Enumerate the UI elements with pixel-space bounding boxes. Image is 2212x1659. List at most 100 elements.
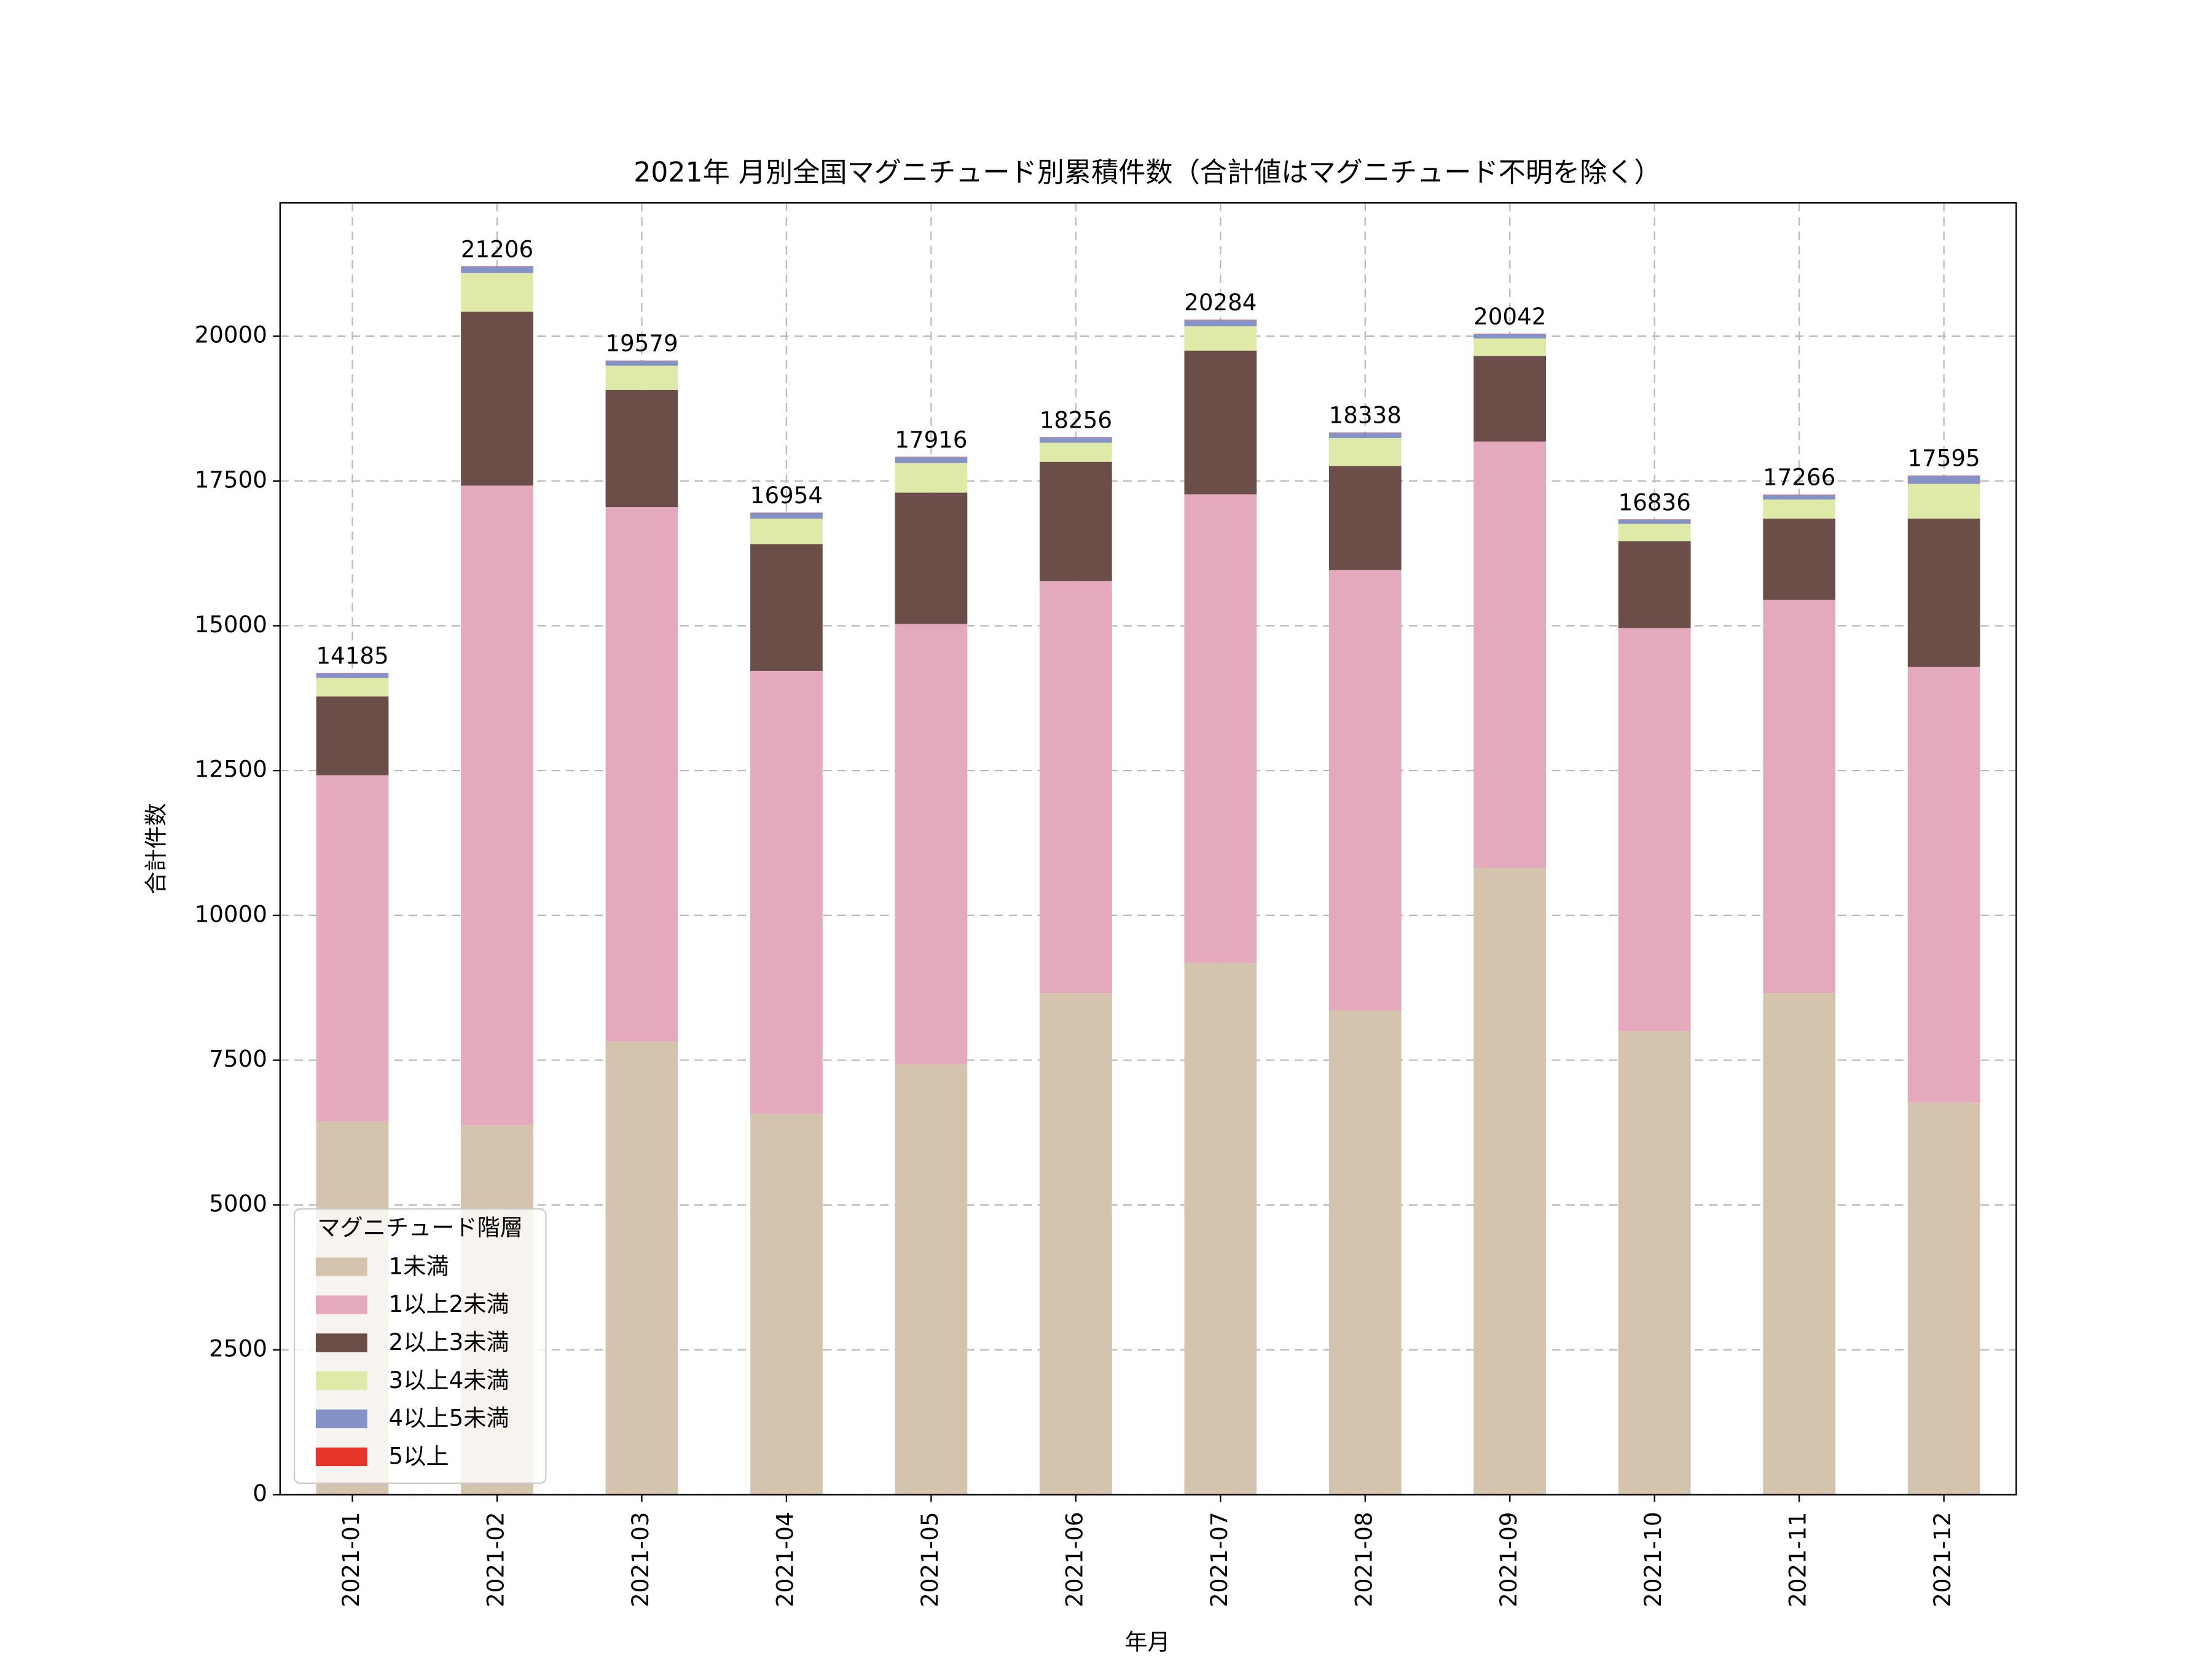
legend-label: 1未満 [389, 1252, 449, 1279]
chart-title: 2021年 月別全国マグニチュード別累積件数（合計値はマグニチュード不明を除く） [633, 157, 1661, 189]
bar-segment [605, 361, 678, 366]
y-tick-label: 17500 [195, 466, 267, 493]
bar-segment [1763, 495, 1836, 500]
y-tick-label: 5000 [209, 1190, 267, 1217]
total-label: 20284 [1184, 289, 1257, 316]
bar-segment [895, 1064, 968, 1495]
bar-segment [750, 670, 823, 1115]
bar-segment [1328, 466, 1402, 570]
x-tick-label: 2021-02 [482, 1512, 509, 1607]
legend-swatch [315, 1447, 367, 1467]
legend-label: 1以上2未満 [389, 1290, 509, 1317]
bar-segment [895, 457, 968, 458]
total-label: 17595 [1908, 445, 1980, 472]
x-tick-label: 2021-04 [771, 1512, 798, 1607]
x-tick-label: 2021-06 [1061, 1512, 1088, 1607]
bar-segment [1473, 441, 1547, 868]
legend-swatch [315, 1295, 367, 1314]
bar-segment [1618, 1031, 1691, 1495]
bar-segment [1473, 338, 1547, 356]
bar-segment [895, 624, 968, 1065]
legend-swatch [315, 1257, 367, 1276]
bar-segment [461, 312, 533, 486]
bar-segment [1907, 667, 1980, 1103]
bar-segment [1907, 1102, 1980, 1495]
bar-segment [1184, 326, 1257, 351]
bar-segment [750, 519, 823, 544]
total-label: 17916 [895, 426, 967, 453]
x-tick-label: 2021-01 [337, 1512, 364, 1607]
x-tick-label: 2021-10 [1639, 1512, 1666, 1607]
total-label: 17266 [1763, 464, 1835, 491]
bar-segment [1473, 334, 1547, 339]
bar-segment [1907, 519, 1980, 667]
bar-segment [605, 366, 678, 390]
x-tick-label: 2021-05 [916, 1512, 943, 1607]
y-tick-label: 20000 [195, 321, 267, 348]
x-tick-label: 2021-07 [1206, 1512, 1233, 1607]
bar-segment [1763, 519, 1836, 600]
bar-segment [750, 544, 823, 671]
bar-segment [1328, 570, 1402, 1011]
bar-segment [461, 273, 533, 312]
bar-segment [1618, 519, 1691, 524]
bar-segment [316, 696, 389, 775]
bar-segment [461, 485, 533, 1126]
total-label: 18256 [1040, 406, 1112, 433]
bar-segment [1328, 1010, 1402, 1495]
legend-swatch [315, 1409, 367, 1429]
bar-segment [1618, 524, 1691, 541]
legend-label: 5以上 [389, 1443, 449, 1470]
bar-segment [1184, 963, 1257, 1495]
legend-label: 2以上3未満 [389, 1328, 509, 1355]
bar-segment [1907, 476, 1980, 484]
x-tick-label: 2021-03 [627, 1512, 654, 1607]
bar-segment [605, 507, 678, 1042]
y-tick-label: 15000 [195, 611, 267, 638]
bar-segment [1184, 350, 1257, 495]
y-tick-label: 10000 [195, 900, 267, 927]
legend-label: 4以上5未満 [389, 1405, 509, 1432]
bar-segment [1184, 320, 1257, 327]
bar-segment [1473, 356, 1547, 442]
y-tick-label: 0 [253, 1480, 267, 1507]
y-tick-label: 12500 [195, 756, 267, 783]
bar-segment [316, 678, 389, 697]
total-label: 16836 [1618, 488, 1691, 516]
bar-segment [895, 492, 968, 624]
x-tick-label: 2021-09 [1495, 1512, 1522, 1607]
bar-segment [1618, 628, 1691, 1032]
bar-segment [1040, 461, 1112, 581]
bar-segment [461, 266, 533, 267]
bar-segment [316, 775, 389, 1122]
bar-segment [1763, 993, 1836, 1495]
bar-segment [750, 512, 823, 519]
y-tick-label: 2500 [209, 1335, 267, 1362]
total-label: 19579 [605, 330, 678, 357]
bar-segment [605, 1041, 678, 1495]
y-axis-label: 合計件数 [142, 803, 169, 895]
bar-segment [605, 390, 678, 508]
bar-segment [1473, 868, 1547, 1495]
total-label: 21206 [461, 235, 533, 262]
y-tick-label: 7500 [209, 1045, 267, 1072]
bar-segment [1184, 494, 1257, 963]
x-tick-label: 2021-12 [1929, 1512, 1956, 1607]
total-label: 20042 [1473, 303, 1546, 330]
legend-label: 3以上4未満 [389, 1367, 509, 1394]
bar-segment [895, 463, 968, 493]
plot-frame [279, 202, 2017, 1496]
legend-swatch [315, 1333, 367, 1352]
bar-segment [1618, 519, 1691, 520]
bar-segment [1763, 600, 1836, 994]
bar-segment [1040, 442, 1112, 462]
total-label: 16954 [750, 482, 823, 509]
bar-segment [316, 673, 389, 678]
bar-segment [461, 266, 533, 273]
bar-segment [1040, 437, 1112, 443]
legend-title: マグニチュード階層 [317, 1214, 523, 1241]
bar-segment [1763, 499, 1836, 519]
bar-segment [1040, 581, 1112, 994]
